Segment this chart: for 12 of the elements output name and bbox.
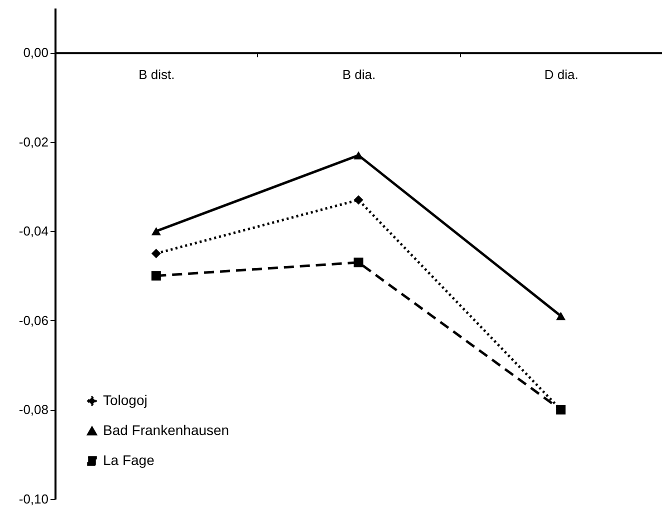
y-tick-label: -0,10	[18, 492, 48, 506]
y-tick-label: -0,06	[18, 312, 48, 328]
x-tick-label: B dist.	[138, 67, 175, 82]
y-tick-label: -0,04	[18, 224, 48, 239]
legend-label: La Fage	[103, 452, 155, 468]
y-tick-label: -0,02	[18, 134, 48, 150]
x-tick-label: D dia.	[544, 67, 578, 82]
y-tick-label: 0,00	[23, 45, 48, 60]
legend-label: Tologoj	[103, 392, 148, 408]
legend-label: Bad Frankenhausen	[103, 422, 230, 438]
y-tick-label: -0,08	[18, 402, 48, 418]
x-tick-label: B dia.	[342, 67, 376, 82]
